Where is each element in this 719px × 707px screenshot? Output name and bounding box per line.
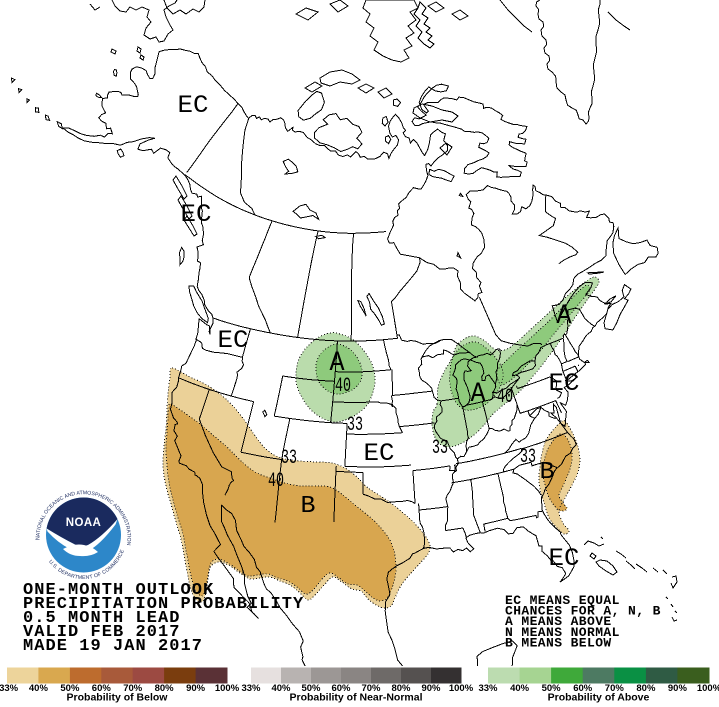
- svg-text:N MEANS NORMAL: N MEANS NORMAL: [505, 625, 620, 640]
- svg-text:100%: 100%: [215, 683, 240, 694]
- svg-text:40: 40: [268, 470, 284, 493]
- svg-text:EC: EC: [364, 439, 395, 468]
- svg-text:33: 33: [347, 414, 363, 437]
- svg-text:50%: 50%: [301, 683, 321, 694]
- svg-text:80%: 80%: [391, 683, 411, 694]
- svg-text:80%: 80%: [155, 683, 175, 694]
- svg-text:60%: 60%: [573, 683, 593, 694]
- svg-text:A: A: [471, 379, 486, 410]
- svg-text:50%: 50%: [542, 683, 562, 694]
- svg-text:EC: EC: [218, 326, 249, 355]
- svg-text:90%: 90%: [421, 683, 441, 694]
- svg-text:EC MEANS EQUAL: EC MEANS EQUAL: [505, 593, 620, 608]
- svg-text:70%: 70%: [123, 683, 143, 694]
- svg-text:Probability of Above: Probability of Above: [548, 692, 650, 704]
- svg-text:100%: 100%: [449, 683, 474, 694]
- svg-text:60%: 60%: [331, 683, 351, 694]
- svg-text:A: A: [330, 348, 345, 379]
- svg-text:60%: 60%: [92, 683, 112, 694]
- svg-text:40%: 40%: [510, 683, 530, 694]
- svg-text:33: 33: [520, 446, 536, 469]
- svg-text:40: 40: [497, 386, 513, 409]
- svg-text:33%: 33%: [478, 683, 498, 694]
- svg-text:90%: 90%: [668, 683, 688, 694]
- svg-text:EC: EC: [549, 544, 580, 573]
- svg-text:33: 33: [281, 447, 297, 470]
- svg-text:ONE-MONTH OUTLOOK: ONE-MONTH OUTLOOK: [23, 581, 214, 600]
- svg-text:40%: 40%: [271, 683, 291, 694]
- svg-text:CHANCES FOR A, N, B: CHANCES FOR A, N, B: [505, 604, 661, 619]
- svg-text:33%: 33%: [241, 683, 261, 694]
- svg-text:80%: 80%: [636, 683, 656, 694]
- svg-text:40%: 40%: [29, 683, 49, 694]
- svg-text:A: A: [557, 301, 572, 332]
- svg-text:Probability of Near-Normal: Probability of Near-Normal: [289, 692, 422, 704]
- svg-text:70%: 70%: [361, 683, 381, 694]
- svg-text:70%: 70%: [605, 683, 625, 694]
- svg-text:100%: 100%: [697, 683, 719, 694]
- svg-text:NOAA: NOAA: [66, 517, 101, 529]
- svg-text:Probability of Below: Probability of Below: [67, 692, 169, 704]
- svg-text:MADE 19 JAN 2017: MADE 19 JAN 2017: [23, 637, 203, 656]
- svg-text:50%: 50%: [60, 683, 80, 694]
- svg-text:B: B: [540, 459, 555, 486]
- svg-text:33: 33: [432, 437, 448, 460]
- svg-text:0.5 MONTH LEAD: 0.5 MONTH LEAD: [23, 609, 181, 628]
- svg-text:EC: EC: [178, 91, 209, 120]
- svg-text:40: 40: [335, 375, 351, 398]
- svg-text:90%: 90%: [186, 683, 206, 694]
- svg-text:33%: 33%: [0, 683, 19, 694]
- svg-text:A MEANS ABOVE: A MEANS ABOVE: [505, 614, 612, 629]
- svg-text:B MEANS BELOW: B MEANS BELOW: [505, 635, 612, 650]
- svg-text:EC: EC: [549, 369, 580, 398]
- svg-text:B: B: [301, 493, 316, 520]
- svg-text:PRECIPITATION PROBABILITY: PRECIPITATION PROBABILITY: [23, 595, 304, 614]
- svg-text:VALID FEB 2017: VALID FEB 2017: [23, 623, 181, 642]
- svg-text:EC: EC: [181, 200, 212, 229]
